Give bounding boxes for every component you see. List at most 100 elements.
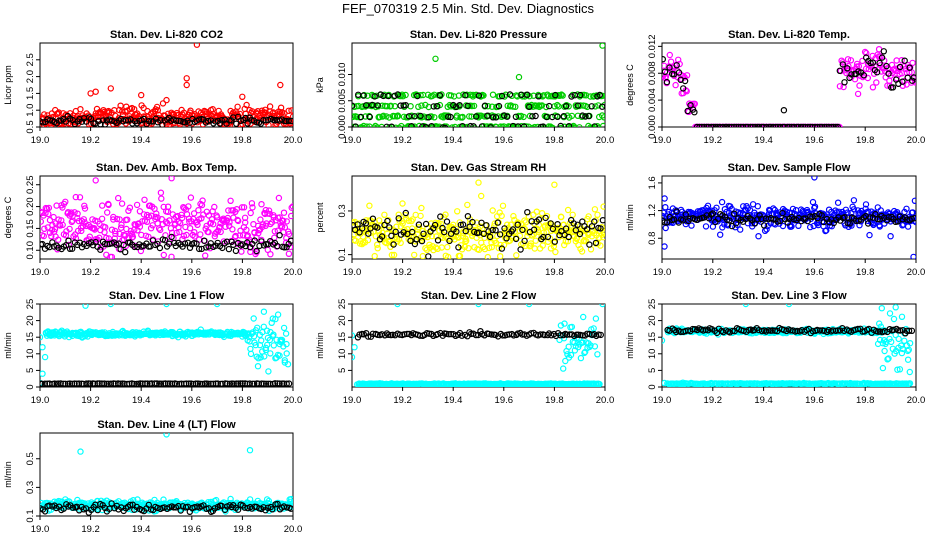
data-point [901,337,908,344]
data-point [756,212,763,219]
data-point [552,248,559,256]
data-point [804,217,811,225]
data-point [844,56,852,63]
data-point [713,204,720,211]
data-point [462,238,469,245]
data-point [823,123,830,127]
data-point [145,233,152,240]
data-point [856,82,863,89]
data-point [401,124,408,127]
data-point [258,337,265,344]
data-point [238,248,245,255]
data-point [288,204,293,211]
plot-frame [39,175,294,260]
data-point [489,114,497,121]
data-point [98,215,106,222]
y-tick-label: 10 [25,349,36,360]
x-tick-label: 19.4 [132,135,151,146]
plot-frame [351,42,606,128]
data-point [747,123,754,127]
x-tick-label: 20.0 [907,395,926,406]
data-point [562,357,569,365]
data-point [459,123,466,127]
data-point [260,323,267,330]
data-points [40,176,293,259]
data-point [814,123,821,127]
data-point [866,231,873,239]
y-tick-label: 10 [647,349,658,360]
x-tick-label: 19.8 [856,135,875,146]
data-point [770,205,777,212]
data-point [394,91,401,98]
data-point [157,189,165,196]
data-point [363,123,370,127]
data-point [453,228,460,235]
data-point [758,123,765,127]
data-point [248,200,256,207]
data-point [749,123,757,127]
data-point [906,64,913,71]
data-point [681,77,689,85]
data-point [910,74,916,81]
data-point [467,122,474,127]
data-point [390,241,397,248]
data-point [402,101,409,109]
data-point [601,228,605,236]
y-tick-label: 0.5 [25,120,36,133]
data-point [430,103,437,110]
data-point [544,331,551,339]
data-point [374,224,381,231]
data-point [108,253,116,259]
data-point [894,218,901,225]
data-point [899,345,906,353]
y-tick-label: 0.3 [337,204,348,217]
data-point [157,380,165,387]
data-point [906,340,914,347]
data-point [66,245,74,252]
data-point [82,304,89,309]
data-point [576,230,584,238]
y-tick-label: 0.010 [337,63,348,87]
data-point [520,113,527,121]
data-point [41,111,48,118]
data-point [530,226,538,233]
data-point [399,220,406,227]
data-point [280,324,288,332]
data-point [672,81,679,89]
data-point [425,114,432,121]
data-point [129,233,137,241]
data-point [800,123,807,127]
data-point [383,113,390,120]
data-point [156,244,164,252]
data-point [283,340,290,348]
data-point [883,62,890,70]
data-point [187,194,195,201]
data-point [719,123,727,127]
x-tick-label: 19.2 [704,267,723,278]
data-point [509,103,517,110]
x-tick-label: 19.4 [754,135,773,146]
y-tick-label: 0.5 [25,452,36,465]
data-point [356,331,363,338]
x-tick-label: 19.0 [343,395,362,406]
data-point [198,201,206,209]
y-tick-label: 0.20 [25,197,36,216]
x-tick-label: 20.0 [284,135,303,146]
data-point [413,236,420,243]
data-point [376,113,384,121]
data-point [71,209,78,216]
x-tick-label: 19.6 [805,395,824,406]
data-point [832,123,839,127]
data-point [694,326,701,334]
data-point [140,115,148,123]
data-point [131,380,138,387]
data-point [455,244,462,251]
panel-title: Stan. Dev. Li-820 Pressure [410,29,547,41]
data-point [281,359,288,366]
data-point [466,223,473,230]
x-tick-label: 19.2 [81,395,100,406]
y-axis-label: Licor ppm [3,65,13,105]
data-point [885,70,892,77]
data-point [422,123,429,127]
data-point [391,92,398,100]
